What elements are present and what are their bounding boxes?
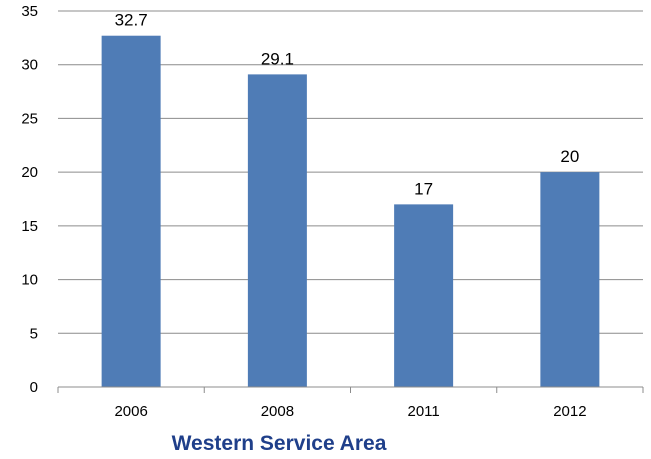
y-tick-label: 5: [30, 325, 38, 342]
bar-2006: [101, 35, 161, 388]
y-tick-label: 15: [21, 218, 38, 235]
bar-2011: [394, 204, 454, 387]
x-tick-label: 2006: [114, 403, 147, 420]
y-tick-label: 20: [21, 164, 38, 181]
data-label: 29.1: [261, 49, 294, 68]
y-axis-ticks: 0 5 10 15 20 25 30 35: [21, 3, 38, 396]
x-tick-label: 2012: [553, 403, 586, 420]
bar-2012: [540, 172, 600, 387]
x-tick-label: 2008: [261, 403, 294, 420]
y-tick-label: 25: [21, 110, 38, 127]
y-tick-label: 10: [21, 272, 38, 289]
y-tick-label: 35: [21, 3, 38, 20]
y-tick-label: 30: [21, 57, 38, 74]
x-axis-title: Western Service Area: [172, 432, 387, 455]
data-label: 32.7: [115, 11, 148, 30]
data-labels: 32.7 29.1 17 20: [115, 11, 580, 199]
x-axis-ticks: 2006 2008 2011 2012: [57, 387, 644, 420]
x-tick-label: 2011: [407, 403, 439, 420]
bar-2008: [247, 74, 307, 387]
data-label: 20: [560, 147, 579, 166]
data-label: 17: [414, 179, 433, 198]
bars: [101, 35, 600, 388]
y-tick-label: 0: [30, 379, 38, 396]
